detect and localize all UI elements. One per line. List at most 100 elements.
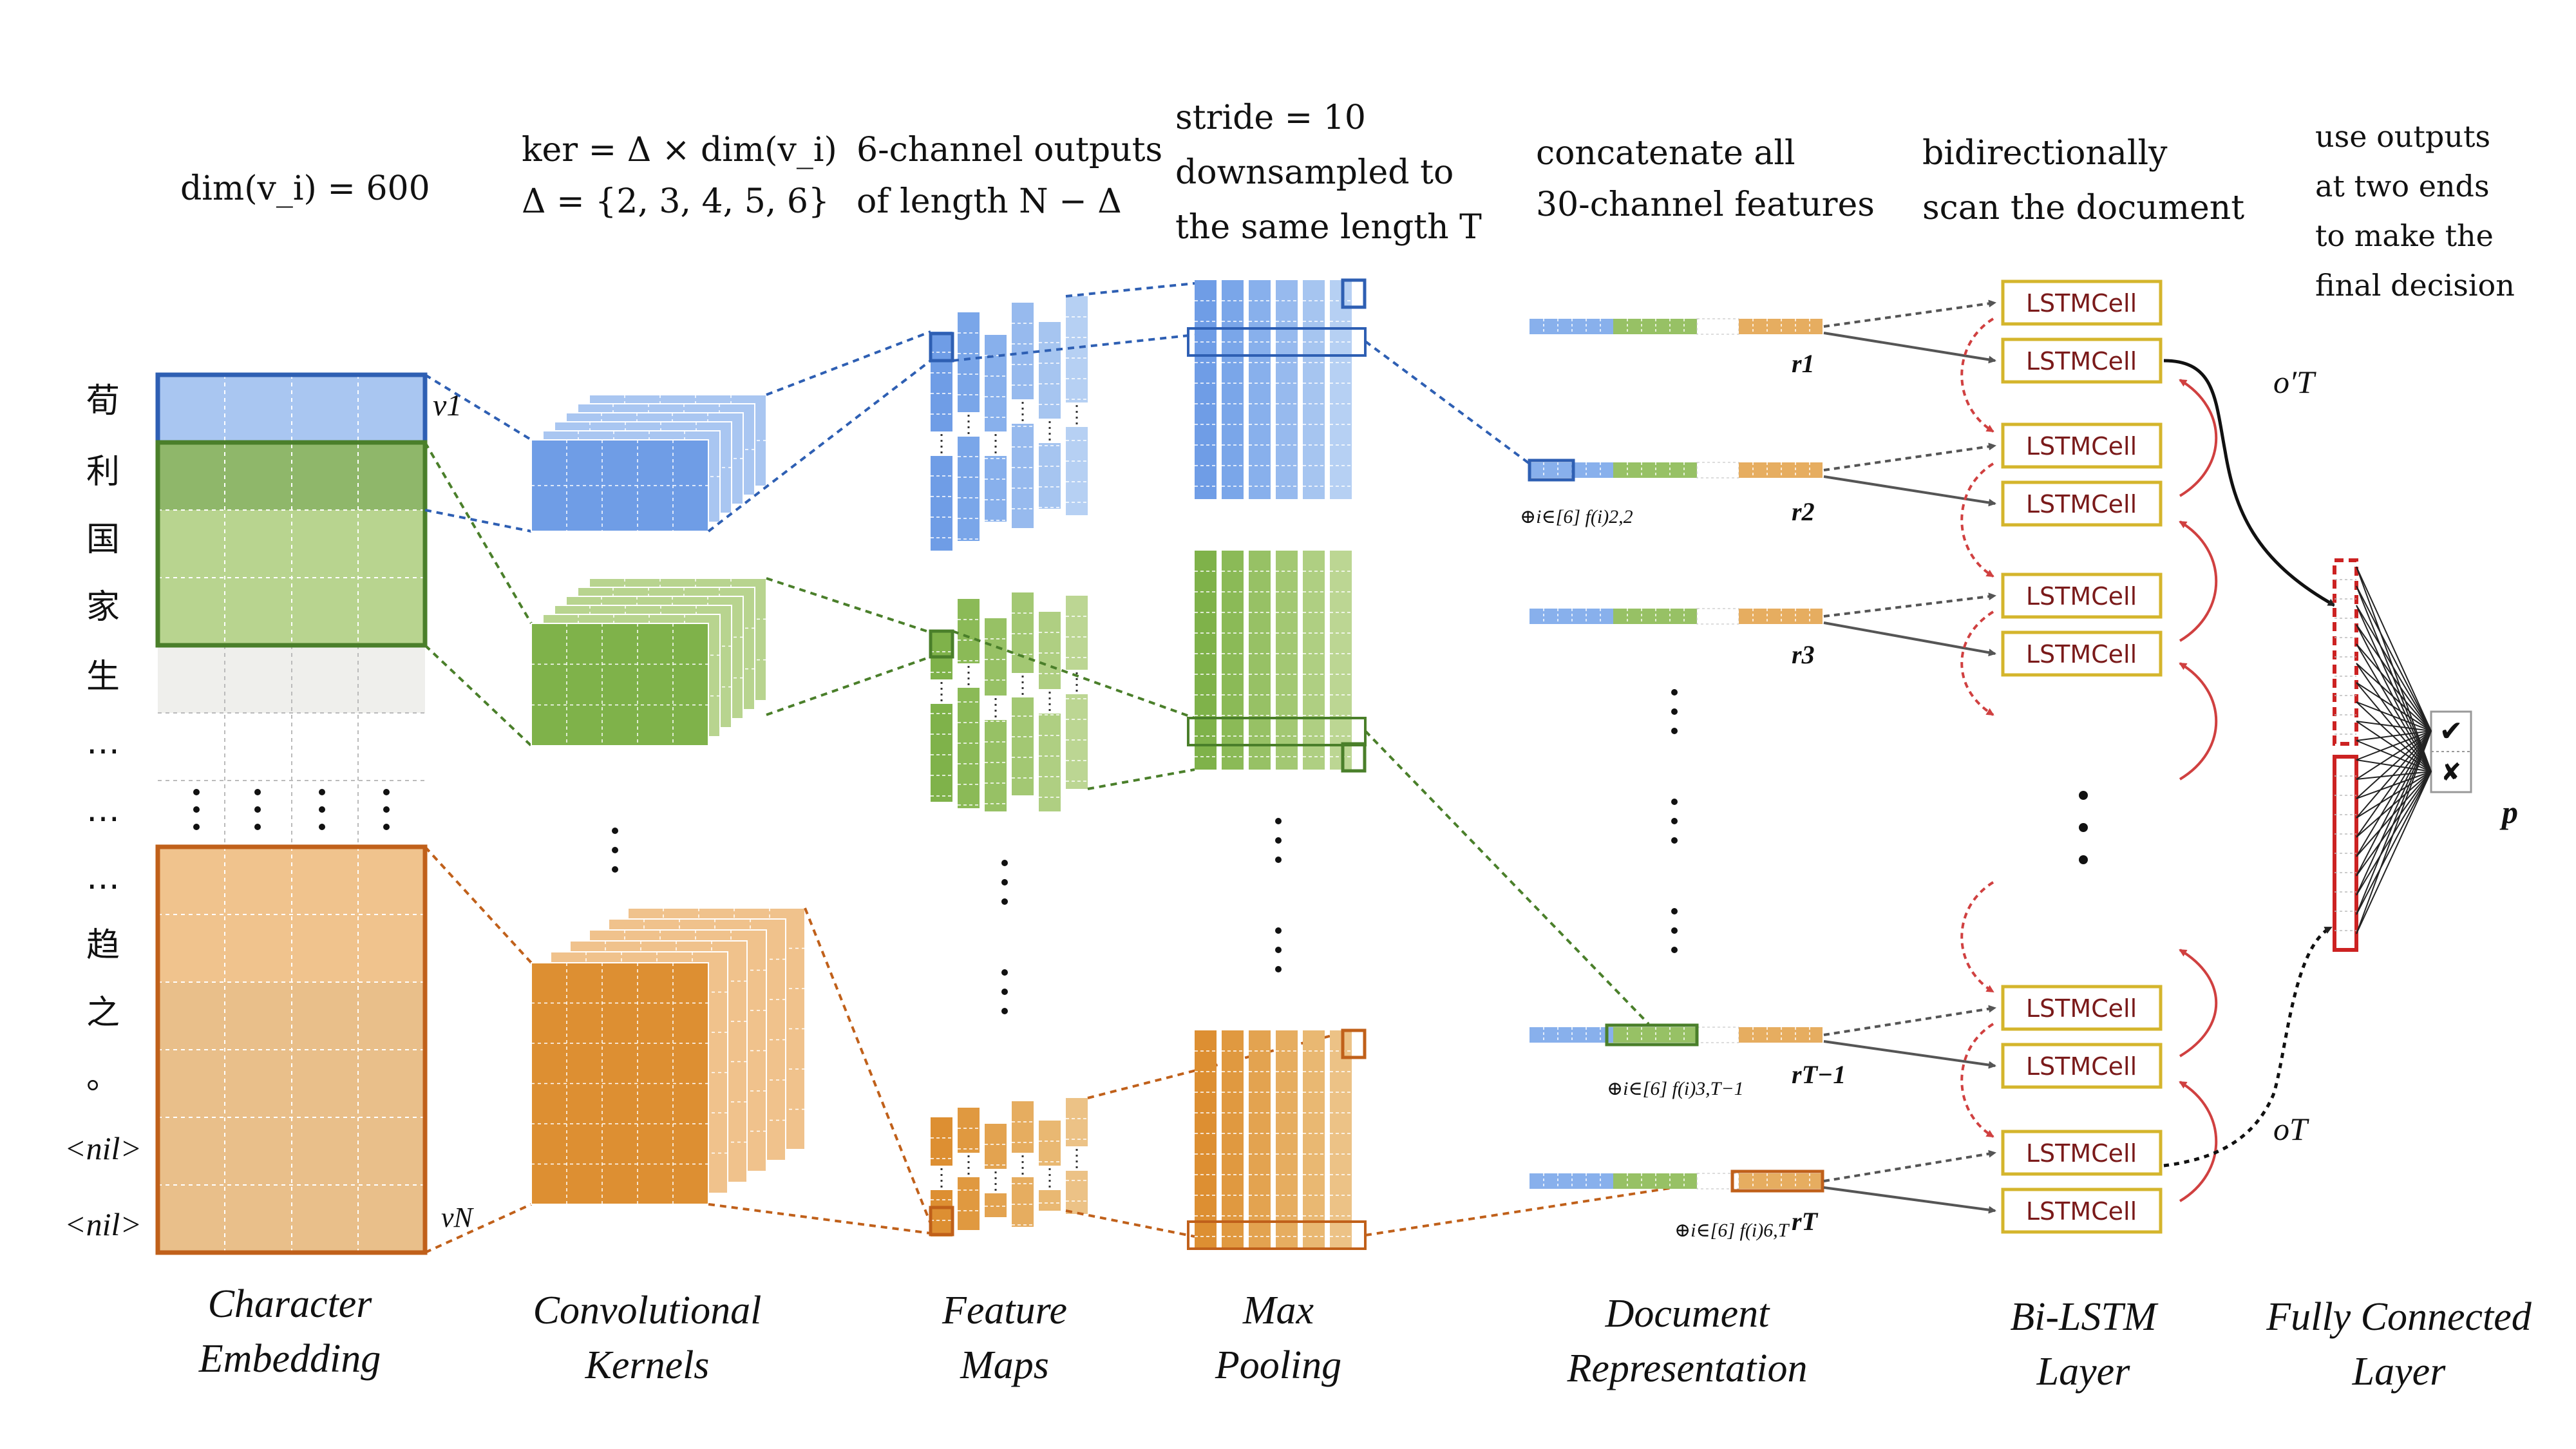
doc-row-r2 <box>1528 459 1823 482</box>
character-token: 国 <box>86 520 120 559</box>
annot-f22: ⊕i∈[6] f(i)2,2 <box>1520 506 1633 527</box>
r2-label: r2 <box>1792 497 1815 526</box>
kernel-stack-orange <box>531 907 806 1205</box>
character-token: <nil> <box>64 1130 142 1166</box>
label-conv-2: Kernels <box>585 1343 710 1387</box>
lstm-cell: LSTMCell <box>2001 985 2163 1031</box>
label-fm-1: Feature <box>942 1289 1067 1332</box>
label-mp-2: Pooling <box>1215 1343 1341 1387</box>
lstm-cell-label: LSTMCell <box>2026 490 2137 518</box>
header-bilstm-line1: bidirectionally <box>1922 134 2168 173</box>
doc-row-rT <box>1530 1170 1824 1193</box>
header-mp-line1: stride = 10 <box>1175 99 1366 137</box>
label-mp-1: Max <box>1242 1289 1314 1332</box>
doc-row-r1 <box>1530 318 1823 335</box>
label-char-embedding-2: Embedding <box>198 1337 381 1381</box>
header-doc-line2: 30-channel features <box>1536 185 1875 224</box>
backward-recurrence <box>2179 949 2218 1057</box>
fc-input-top <box>2333 558 2358 746</box>
document-representation <box>1528 318 1824 1193</box>
header-fc-line1: use outputs <box>2315 119 2490 154</box>
doc-row-rT-1 <box>1530 1023 1823 1046</box>
lstm-cell-label: LSTMCell <box>2026 1052 2137 1081</box>
backward-input-arrow <box>1823 332 1996 364</box>
r1-label: r1 <box>1792 349 1815 378</box>
o-prime-label: o′T <box>2273 364 2316 400</box>
header-fc-line2: at two ends <box>2315 169 2490 204</box>
backward-recurrence <box>2179 1081 2218 1202</box>
rT-label: rT <box>1792 1207 1819 1236</box>
embedding-matrix <box>155 372 428 1255</box>
backward-input-arrow <box>1823 1186 1996 1214</box>
header-bilstm-line2: scan the document <box>1922 189 2244 227</box>
lstm-cell-label: LSTMCell <box>2026 432 2137 460</box>
forward-input-arrow <box>1823 299 1996 328</box>
fm-ellipsis <box>1001 860 1008 1014</box>
forward-input-arrow <box>1823 1005 1996 1036</box>
character-token: <nil> <box>64 1206 142 1242</box>
lstm-cell: LSTMCell <box>2001 337 2163 384</box>
feature-map-orange <box>929 1098 1088 1236</box>
backward-recurrence <box>2179 520 2218 642</box>
annot-f6T: ⊕i∈[6] f(i)6,T <box>1674 1220 1790 1241</box>
kernel-stack-green <box>531 578 767 746</box>
character-token: 。 <box>86 1058 120 1097</box>
label-bilstm-2: Layer <box>2036 1350 2131 1394</box>
header-mp-line2: downsampled to <box>1175 153 1454 192</box>
max-pooling <box>1187 278 1733 1250</box>
lstm-cell: LSTMCell <box>2001 480 2163 527</box>
p-label: p <box>2499 794 2518 830</box>
header-char-embedding: dim(v_i) = 600 <box>180 169 430 208</box>
cross-icon: ✘ <box>2441 758 2461 786</box>
forward-input-arrow <box>1823 592 1996 618</box>
kernel-ellipsis <box>612 828 618 873</box>
lstm-cell: LSTMCell <box>2001 630 2163 677</box>
header-doc-line1: concatenate all <box>1536 134 1795 173</box>
header-fc-line3: to make the <box>2315 218 2494 253</box>
header-conv-line1: ker = Δ × dim(v_i) <box>522 131 837 169</box>
feature-map-blue <box>929 296 1088 551</box>
label-fc-2: Layer <box>2352 1350 2447 1394</box>
vN-label: vN <box>441 1202 475 1233</box>
doc-ellipsis <box>1671 689 1678 953</box>
max-pool-blue <box>1187 278 1367 499</box>
lstm-cell-label: LSTMCell <box>2026 347 2137 375</box>
backward-recurrence <box>2179 379 2218 497</box>
header-fm-line1: 6-channel outputs <box>857 131 1162 169</box>
mp-ellipsis <box>1275 818 1282 972</box>
label-fc-1: Fully Connected <box>2266 1295 2532 1339</box>
max-pool-orange <box>1187 1028 1367 1250</box>
o-prime-arrow <box>2163 359 2336 607</box>
annot-f3T: ⊕i∈[6] f(i)3,T−1 <box>1607 1078 1744 1099</box>
o-label: oT <box>2273 1111 2309 1147</box>
label-doc-1: Document <box>1605 1292 1771 1336</box>
lstm-cell-label: LSTMCell <box>2026 582 2137 611</box>
lstm-cell-label: LSTMCell <box>2026 1197 2137 1226</box>
lstm-cell: LSTMCell <box>2001 1130 2163 1176</box>
backward-input-arrow <box>1823 621 1996 657</box>
lstm-cell: LSTMCell <box>2001 279 2163 326</box>
character-token: … <box>86 791 120 829</box>
bilstm-layer: LSTMCell LSTMCell LSTMCell LSTMCell LSTMCell… <box>1823 279 2218 1234</box>
character-token: 趋 <box>86 926 120 965</box>
fully-connected-layer: ✔✘ <box>2333 558 2472 952</box>
lstm-cell: LSTMCell <box>2001 1043 2163 1089</box>
lstm-cell: LSTMCell <box>2001 422 2163 469</box>
lstm-cell-label: LSTMCell <box>2026 994 2137 1023</box>
kernel-stack-blue <box>531 394 767 532</box>
forward-recurrence <box>1960 317 1994 433</box>
forward-recurrence <box>1960 462 1994 578</box>
character-token: … <box>86 858 120 897</box>
feature-maps <box>929 282 1340 1238</box>
max-pool-green <box>1187 551 1367 773</box>
lstm-cell: LSTMCell <box>2001 1188 2163 1234</box>
backward-input-arrow <box>1823 1040 1996 1069</box>
forward-recurrence <box>1960 1023 1994 1138</box>
feature-map-green <box>929 592 1088 811</box>
character-token: 生 <box>86 658 120 696</box>
check-icon: ✔ <box>2439 715 2463 748</box>
r3-label: r3 <box>1792 640 1815 669</box>
forward-input-arrow <box>1823 1150 1996 1182</box>
